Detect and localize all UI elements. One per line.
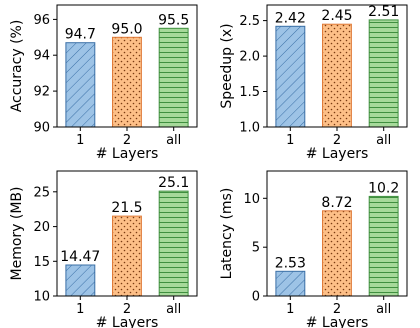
- bar-all: [158, 190, 189, 297]
- x-tick-label: 2: [123, 133, 131, 148]
- chart-memory: 10 15 20 25 1 2 all 14.47 21.5 25.1 # Layers Me…: [9, 170, 198, 328]
- bar-value-label: 8.72: [321, 195, 352, 211]
- bar-2: [112, 215, 142, 297]
- bar-value-labels: 2.53 8.72 10.2: [275, 180, 400, 271]
- chart-speedup: 1.0 1.5 2.0 2.5 1 2 all 2.42 2.45 2.51 # Layers…: [219, 4, 408, 162]
- bar-2: [322, 210, 352, 297]
- y-tick-label: 92: [33, 85, 50, 100]
- x-axis-label: # Layers: [306, 146, 369, 162]
- bar-1: [275, 270, 306, 297]
- x-ticks: 1 2 all: [286, 296, 391, 317]
- bar-value-labels: 14.47 21.5 25.1: [60, 175, 189, 265]
- chart-accuracy: 90 92 94 96 1 2 all 94.7 95.0 95.5 # Layers Acc…: [9, 4, 198, 162]
- y-tick-label: 1.0: [239, 121, 260, 136]
- bar-all: [368, 195, 399, 297]
- x-tick-label: all: [166, 302, 181, 317]
- y-axis-label: Memory (MB): [9, 187, 25, 281]
- x-tick-label: 2: [333, 133, 341, 148]
- bar-all: [158, 27, 189, 128]
- y-tick-label: 25: [33, 185, 50, 200]
- bar-value-labels: 2.42 2.45 2.51: [275, 4, 400, 26]
- x-ticks: 1 2 all: [76, 296, 181, 317]
- x-tick-label: all: [166, 133, 181, 148]
- bar-value-label: 21.5: [111, 200, 142, 216]
- bar-2: [322, 23, 352, 128]
- x-axis-label: # Layers: [96, 315, 159, 328]
- bar-value-label: 2.51: [368, 4, 399, 20]
- bar-1: [65, 264, 96, 297]
- bar-1: [275, 25, 306, 128]
- y-tick-label: 2.5: [239, 14, 260, 29]
- y-tick-label: 20: [33, 220, 50, 235]
- y-tick-label: 2.0: [239, 50, 260, 65]
- y-axis-label: Speedup (x): [219, 23, 235, 108]
- bar-value-label: 2.53: [275, 255, 306, 271]
- bar-1: [65, 42, 96, 128]
- x-ticks: 1 2 all: [286, 127, 391, 148]
- y-tick-label: 0: [252, 290, 260, 305]
- bars: [65, 190, 189, 297]
- bar-value-label: 2.42: [275, 10, 306, 26]
- y-tick-label: 5: [252, 241, 260, 256]
- x-tick-label: 1: [286, 133, 294, 148]
- y-ticks: 90 92 94 96: [33, 13, 57, 136]
- x-tick-label: 2: [123, 302, 131, 317]
- x-tick-label: 1: [76, 302, 84, 317]
- x-tick-label: all: [376, 133, 391, 148]
- bar-all: [368, 19, 399, 128]
- bar-value-label: 95.0: [111, 21, 142, 37]
- x-axis-label: # Layers: [306, 315, 369, 328]
- bar-value-label: 14.47: [60, 249, 100, 265]
- y-tick-label: 10: [33, 290, 50, 305]
- bar-value-label: 94.7: [65, 27, 96, 43]
- y-tick-label: 10: [243, 192, 260, 207]
- bars: [275, 19, 399, 128]
- x-tick-label: all: [376, 302, 391, 317]
- bar-value-labels: 94.7 95.0 95.5: [65, 12, 190, 42]
- bar-value-label: 25.1: [158, 175, 189, 191]
- chart-latency: 0 5 10 1 2 all 2.53 8.72 10.2 # Layers Latency…: [219, 170, 408, 328]
- y-tick-label: 94: [33, 49, 50, 64]
- y-axis-label: Accuracy (%): [9, 20, 25, 113]
- x-tick-label: 1: [286, 302, 294, 317]
- x-ticks: 1 2 all: [76, 127, 181, 148]
- y-tick-label: 15: [33, 255, 50, 270]
- y-tick-label: 1.5: [239, 85, 260, 100]
- x-tick-label: 2: [333, 302, 341, 317]
- y-tick-label: 96: [33, 13, 50, 28]
- bar-value-label: 2.45: [321, 8, 352, 24]
- y-tick-label: 90: [33, 121, 50, 136]
- bar-2: [112, 36, 142, 128]
- y-ticks: 1.0 1.5 2.0 2.5: [239, 14, 267, 136]
- x-tick-label: 1: [76, 133, 84, 148]
- y-ticks: 0 5 10: [243, 192, 267, 305]
- bars: [275, 195, 399, 297]
- bar-value-label: 95.5: [158, 12, 189, 28]
- x-axis-label: # Layers: [96, 146, 159, 162]
- bar-value-label: 10.2: [368, 180, 399, 196]
- y-axis-label: Latency (ms): [219, 188, 235, 280]
- bars: [65, 27, 189, 128]
- y-ticks: 10 15 20 25: [33, 185, 57, 305]
